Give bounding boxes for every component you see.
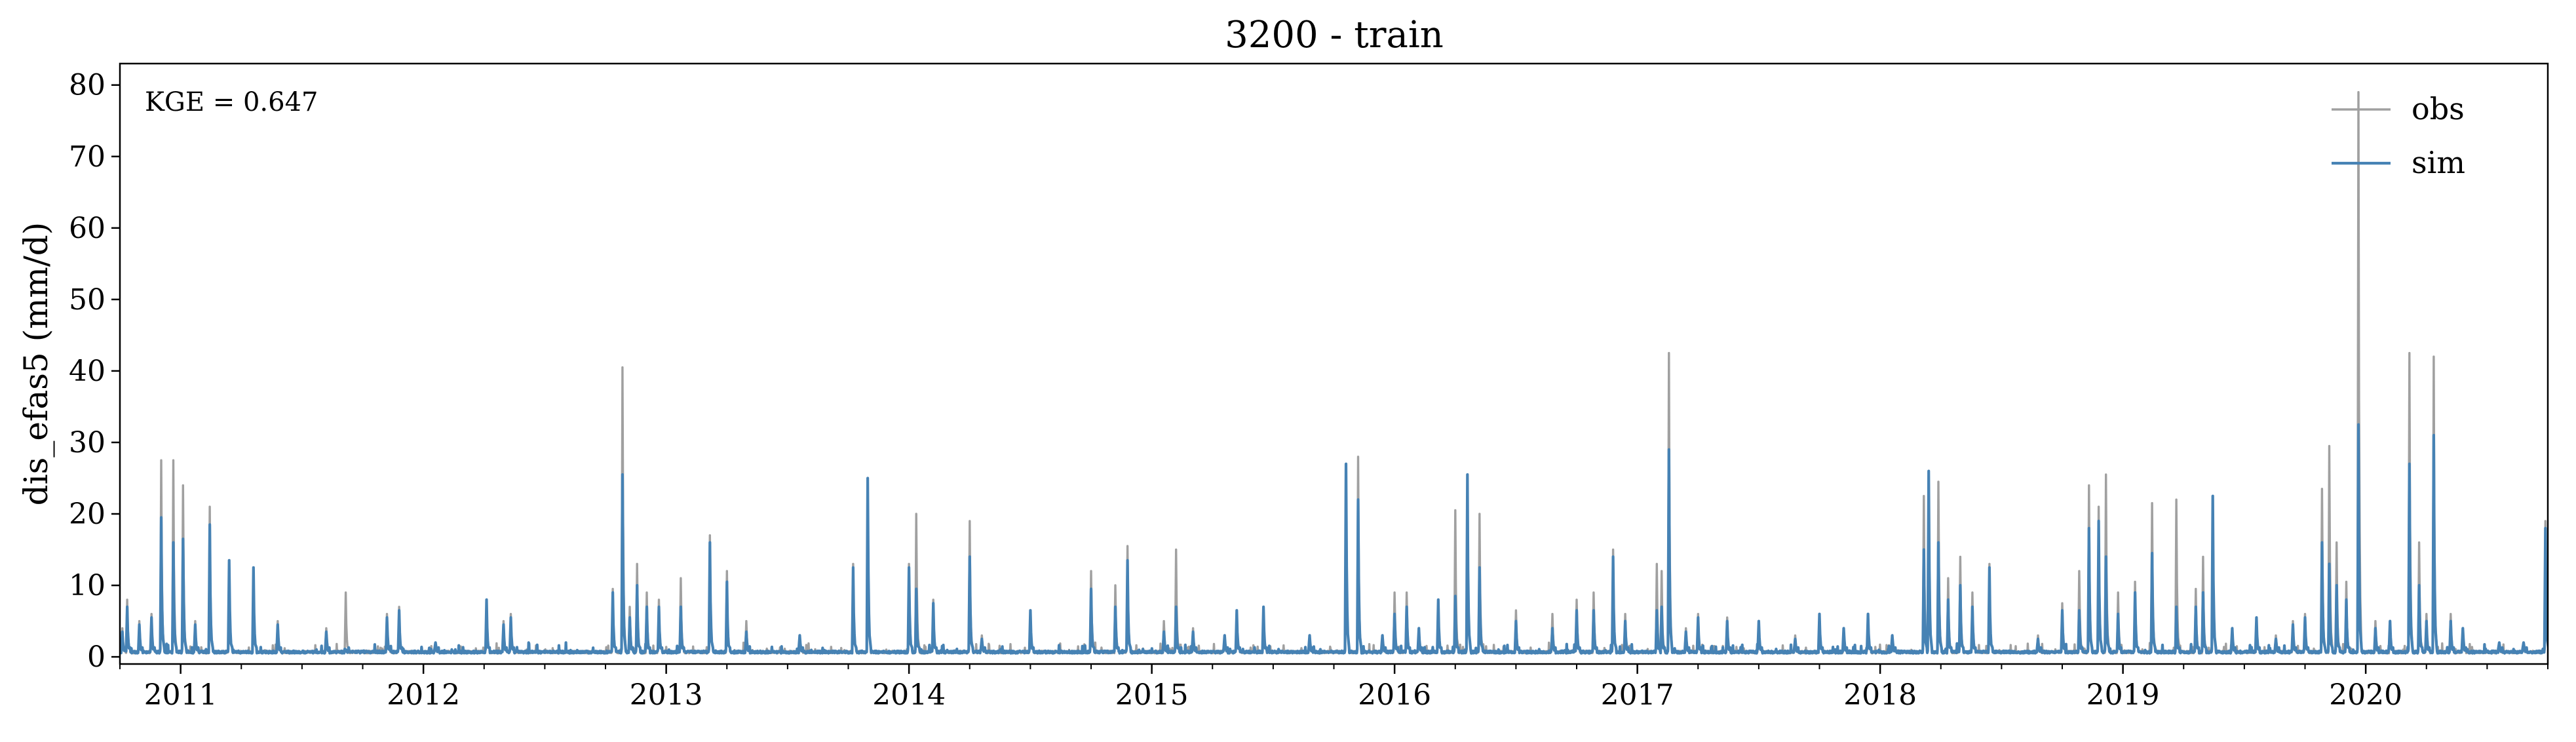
x-tick-label: 2012 <box>387 678 460 712</box>
plot-area: 0 10 20 30 40 50 60 70 80 2011 2012 2013 2014 2015 201… <box>69 62 2549 712</box>
series-line-sim <box>120 423 2548 655</box>
chart-title: 3200 - train <box>1225 14 1444 56</box>
x-tick-label: 2018 <box>1843 678 1917 712</box>
x-tick-label: 2015 <box>1115 678 1189 712</box>
x-tick-label: 2020 <box>2329 678 2402 712</box>
y-tick-label: 40 <box>69 355 106 388</box>
y-tick-label: 60 <box>69 212 106 245</box>
x-tick-label: 2017 <box>1601 678 1674 712</box>
y-tick-label: 30 <box>69 426 106 459</box>
x-tick-label: 2011 <box>144 678 218 712</box>
y-tick-label: 70 <box>69 140 106 174</box>
legend: obs sim <box>2332 91 2465 180</box>
y-axis-label: dis_efas5 (mm/d) <box>17 222 55 506</box>
y-tick-label: 80 <box>69 69 106 102</box>
series-group <box>120 90 2548 655</box>
x-tick-label: 2013 <box>630 678 703 712</box>
y-tick-label: 50 <box>69 283 106 317</box>
x-tick-label: 2014 <box>872 678 946 712</box>
legend-label-sim: sim <box>2412 145 2465 180</box>
y-tick-label: 20 <box>69 498 106 531</box>
y-tick-label: 10 <box>69 569 106 602</box>
kge-annotation: KGE = 0.647 <box>145 87 318 117</box>
legend-label-obs: obs <box>2412 91 2465 127</box>
x-tick-label: 2016 <box>1358 678 1431 712</box>
x-tick-label: 2019 <box>2086 678 2160 712</box>
y-tick-label: 0 <box>87 640 106 674</box>
